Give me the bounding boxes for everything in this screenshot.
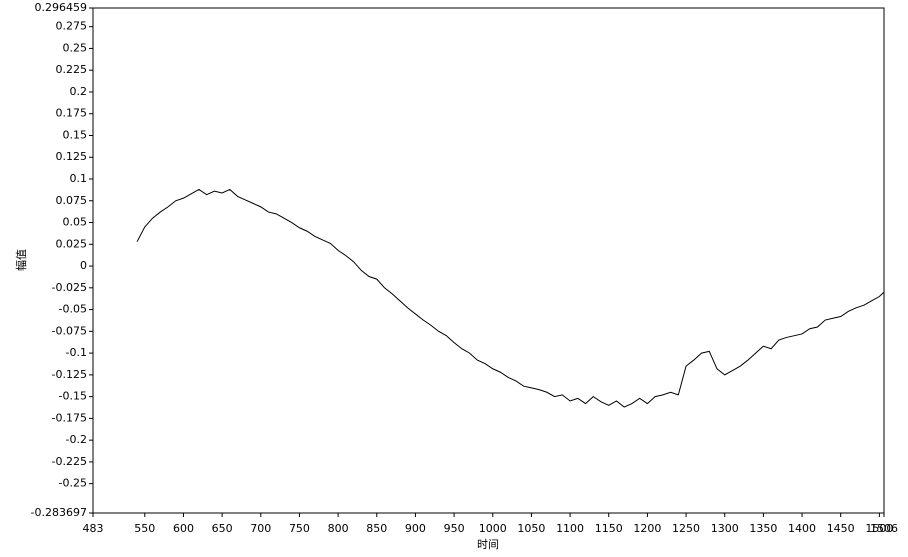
y-tick-label: 0.025 xyxy=(56,237,88,250)
y-tick-label: 0.175 xyxy=(56,107,88,120)
y-tick-label: 0.225 xyxy=(56,63,88,76)
plot-frame xyxy=(92,7,885,514)
x-tick-label: 1200 xyxy=(633,522,661,535)
data-line xyxy=(136,188,885,408)
x-tick-label: 950 xyxy=(444,522,465,535)
x-tick-label: 1100 xyxy=(556,522,584,535)
x-tick-label: 1500 xyxy=(865,522,893,535)
x-tick-label: 1250 xyxy=(672,522,700,535)
y-tick-label: -0.175 xyxy=(52,411,87,424)
y-tick-label: -0.075 xyxy=(52,324,87,337)
y-tick-label: 0 xyxy=(80,259,87,272)
y-tick-label: -0.25 xyxy=(59,477,87,490)
x-tick-label: 1300 xyxy=(711,522,739,535)
y-tick-label: 0.1 xyxy=(70,172,88,185)
y-tick-label: 0.2 xyxy=(70,85,88,98)
x-tick-label: 1450 xyxy=(827,522,855,535)
x-tick-label: 750 xyxy=(289,522,310,535)
y-tick-label: 0.25 xyxy=(63,41,88,54)
x-tick-label: 700 xyxy=(250,522,271,535)
y-tick-label: -0.025 xyxy=(52,281,87,294)
y-tick-label: -0.1 xyxy=(66,346,87,359)
y-tick-label: -0.05 xyxy=(59,303,87,316)
x-tick-label: 550 xyxy=(134,522,155,535)
x-tick-label: 900 xyxy=(405,522,426,535)
y-tick-label: -0.15 xyxy=(59,390,87,403)
x-tick-label: 1000 xyxy=(479,522,507,535)
y-tick-label: 0.15 xyxy=(63,128,88,141)
x-tick-label: 850 xyxy=(366,522,387,535)
y-tick-label: -0.225 xyxy=(52,455,87,468)
x-tick-label: 1350 xyxy=(749,522,777,535)
x-tick-label: 1150 xyxy=(595,522,623,535)
y-tick-label: 0.075 xyxy=(56,194,88,207)
x-axis-label: 时间 xyxy=(477,538,499,551)
x-tick-label: 600 xyxy=(173,522,194,535)
x-tick-label: 1506 xyxy=(870,522,898,535)
x-tick-label: 650 xyxy=(212,522,233,535)
y-tick-label: 0.275 xyxy=(56,20,88,33)
x-tick-label: 1400 xyxy=(788,522,816,535)
x-tick-label: 483 xyxy=(83,522,104,535)
y-tick-label: -0.283697 xyxy=(31,506,87,519)
y-tick-label: 0.125 xyxy=(56,150,88,163)
x-tick-label: 1050 xyxy=(517,522,545,535)
y-axis-label: 幅值 xyxy=(15,249,28,271)
y-tick-label: 0.296459 xyxy=(35,1,88,14)
x-tick-label: 800 xyxy=(328,522,349,535)
y-tick-label: 0.05 xyxy=(63,216,88,229)
y-tick-label: -0.125 xyxy=(52,368,87,381)
y-tick-label: -0.2 xyxy=(66,433,87,446)
